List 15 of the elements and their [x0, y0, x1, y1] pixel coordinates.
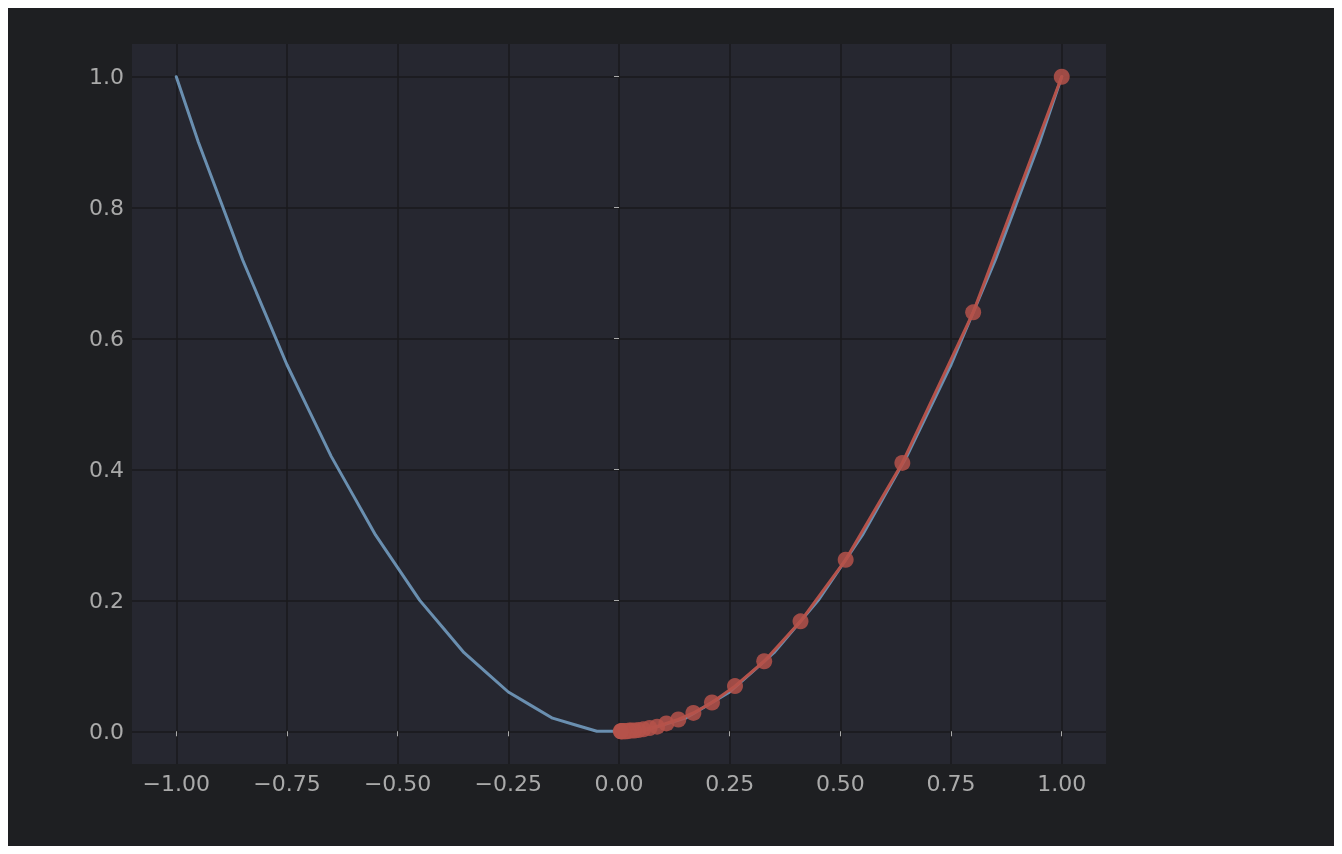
y-tick-label: 0.4: [89, 456, 124, 482]
x-tick-label: 0.50: [815, 770, 865, 796]
x-tick-label: 0.00: [594, 770, 644, 796]
y-tick-label: 0.8: [89, 195, 124, 221]
x-tick-label: −1.00: [142, 770, 210, 796]
y-tick-label: 0.0: [89, 718, 124, 744]
y-tick-label: 0.6: [89, 326, 124, 352]
x-tick-label: 0.25: [705, 770, 755, 796]
x-tick-label: −0.50: [363, 770, 432, 796]
x-tick-label: −0.75: [253, 770, 321, 796]
y-tick-label: 0.2: [89, 587, 124, 613]
x-tick-label: 1.00: [1037, 770, 1087, 796]
y-tick-label: 1.0: [89, 64, 124, 90]
x-tick-label: 0.75: [926, 770, 976, 796]
x-tick-label: −0.25: [474, 770, 543, 796]
